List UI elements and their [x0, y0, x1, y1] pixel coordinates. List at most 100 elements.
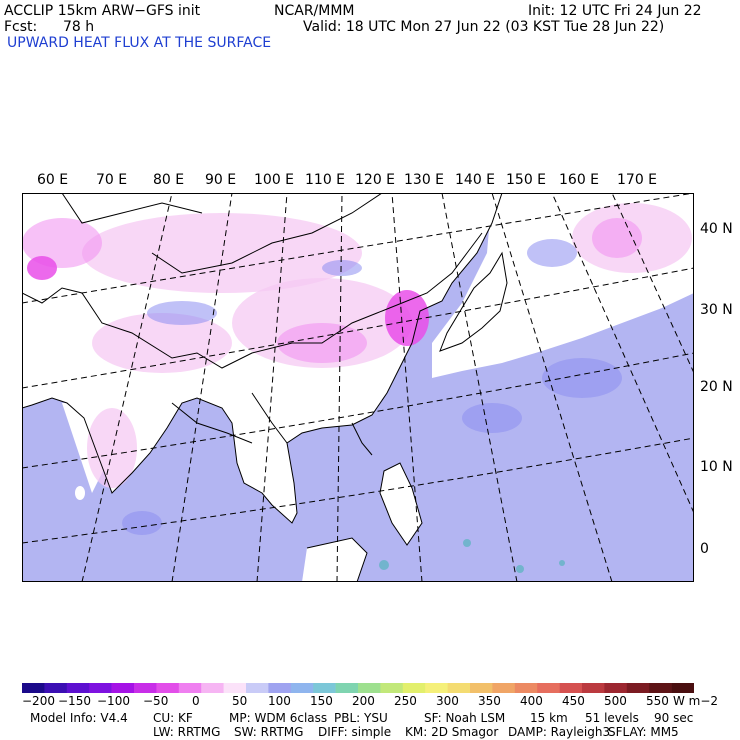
- lon-label: 90 E: [205, 172, 237, 188]
- lon-label: 130 E: [404, 172, 445, 188]
- teal-patch: [463, 539, 471, 547]
- colorbar-tick: 400: [520, 694, 543, 708]
- colorbar-tick: 550: [646, 694, 669, 708]
- colorbar-swatch: [290, 683, 314, 693]
- lat-label: 30 N: [700, 302, 733, 318]
- colorbar-swatch: [671, 683, 694, 693]
- colorbar-swatch: [470, 683, 493, 693]
- colorbar-tick: −200: [22, 694, 55, 708]
- field-title: UPWARD HEAT FLUX AT THE SURFACE: [7, 35, 272, 51]
- resolution: 15 km: [530, 711, 568, 725]
- valid-time: Valid: 18 UTC Mon 27 Jun 22 (03 KST Tue …: [303, 19, 665, 35]
- colorbar-tick: 0: [192, 694, 200, 708]
- colorbar-tick: 200: [352, 694, 375, 708]
- blue-mid-patch: [322, 260, 362, 276]
- timestep: 90 sec: [654, 711, 694, 725]
- colorbar-swatch: [447, 683, 471, 693]
- cu-scheme: CU: KF: [153, 711, 193, 725]
- colorbar-swatch: [313, 683, 336, 693]
- colorbar-tick: 250: [394, 694, 417, 708]
- colorbar-swatch: [111, 683, 135, 693]
- blue-mid-patch: [122, 511, 162, 535]
- lat-label: 0: [700, 541, 709, 557]
- lon-label: 110 E: [305, 172, 346, 188]
- teal-patch: [516, 565, 524, 573]
- colorbar-tick: 500: [604, 694, 627, 708]
- km-scheme: KM: 2D Smagor: [405, 725, 499, 739]
- blue-mid-patch: [462, 403, 522, 433]
- japan-islands: [440, 253, 507, 351]
- pbl-scheme: PBL: YSU: [334, 711, 388, 725]
- magenta-patch: [27, 256, 57, 280]
- colorbar-swatch: [156, 683, 180, 693]
- colorbar-swatch: [537, 683, 560, 693]
- blue-mid-patch: [147, 301, 217, 325]
- pink-light-patch: [87, 408, 137, 488]
- pink-light-patch: [92, 313, 232, 373]
- colorbar-swatch: [335, 683, 359, 693]
- yellow-sea-magenta: [385, 290, 429, 346]
- lon-label: 120 E: [355, 172, 396, 188]
- sf-scheme: SF: Noah LSM: [424, 711, 506, 725]
- lon-label: 140 E: [455, 172, 496, 188]
- lat-label: 40 N: [700, 221, 733, 237]
- blue-mid-patch: [527, 239, 577, 267]
- lat-label: 10 N: [700, 459, 733, 475]
- forecast-label: Fcst:: [4, 19, 38, 35]
- damp-scheme: DAMP: Rayleigh3: [508, 725, 611, 739]
- levels: 51 levels: [585, 711, 639, 725]
- sw-scheme: SW: RRTMG: [234, 725, 304, 739]
- colorbar-swatch: [178, 683, 202, 693]
- teal-patch: [559, 560, 565, 566]
- lon-label: 100 E: [254, 172, 295, 188]
- lon-label: 170 E: [617, 172, 658, 188]
- sflay-scheme: SFLAY: MM5: [608, 725, 679, 739]
- colorbar-tick: 300: [436, 694, 459, 708]
- colorbar-swatch: [380, 683, 404, 693]
- colorbar-swatch: [246, 683, 269, 693]
- map-border: [22, 193, 694, 582]
- init-time: Init: 12 UTC Fri 24 Jun 22: [528, 3, 702, 19]
- colorbar-tick: −50: [143, 694, 169, 708]
- lon-label: 60 E: [37, 172, 69, 188]
- pink-mid-patch: [592, 218, 642, 258]
- colorbar-swatch: [559, 683, 583, 693]
- graticule: [22, 193, 694, 582]
- lon-label: 80 E: [153, 172, 185, 188]
- teal-patch: [379, 560, 389, 570]
- colorbar-swatch: [582, 683, 605, 693]
- model-info: Model Info: V4.4: [30, 711, 128, 725]
- colorbar-swatch: [66, 683, 90, 693]
- colorbar-swatch: [44, 683, 68, 693]
- blue-mid-patch: [542, 358, 622, 398]
- colorbar-swatch: [268, 683, 292, 693]
- colorbar-tick: 350: [478, 694, 501, 708]
- colorbar-tick: 150: [310, 694, 333, 708]
- colorbar-tick: −150: [58, 694, 91, 708]
- colorbar-tick: 450: [562, 694, 585, 708]
- colorbar-swatch: [626, 683, 650, 693]
- colorbar-swatch: [425, 683, 448, 693]
- colorbar-swatch: [22, 683, 45, 693]
- colorbar-swatch: [134, 683, 157, 693]
- colorbar-swatch: [649, 683, 672, 693]
- colorbar-tick: −100: [97, 694, 130, 708]
- forecast-hour: 78 h: [63, 19, 95, 35]
- sri-lanka: [75, 486, 85, 500]
- colorbar-tick: 100: [268, 694, 291, 708]
- mp-scheme: MP: WDM 6class: [229, 711, 328, 725]
- colorbar-unit: W m−2: [673, 694, 719, 708]
- colorbar-swatch: [89, 683, 112, 693]
- model-title: ACCLIP 15km ARW−GFS init: [4, 3, 201, 19]
- colorbar: [22, 683, 694, 693]
- colorbar-tick: 50: [232, 694, 248, 708]
- borneo-island: [302, 538, 367, 582]
- pink-light-patch: [82, 213, 362, 293]
- pink-mid-patch: [22, 218, 102, 268]
- lat-label: 20 N: [700, 379, 733, 395]
- colorbar-swatch: [402, 683, 426, 693]
- heat-flux-map: [22, 193, 694, 582]
- philippines-islands: [380, 463, 422, 545]
- colorbar-swatch: [223, 683, 247, 693]
- lon-label: 70 E: [96, 172, 128, 188]
